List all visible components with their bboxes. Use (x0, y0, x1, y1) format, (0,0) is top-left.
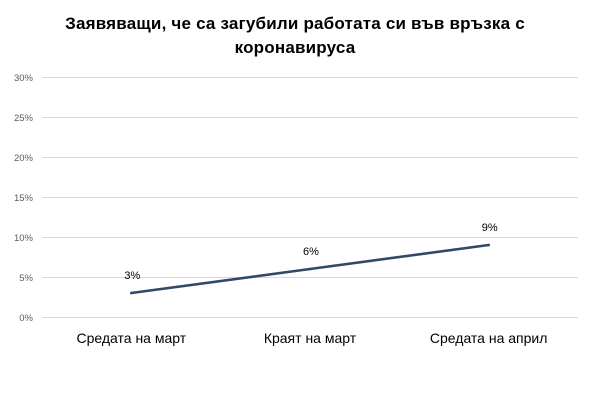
x-category-label: Средата на април (430, 330, 548, 346)
data-point (487, 243, 490, 247)
data-point (130, 291, 133, 295)
y-tick-label: 30% (14, 73, 34, 84)
x-category-label: Краят на март (264, 330, 357, 346)
y-tick-label: 0% (19, 313, 33, 324)
chart-title: Заявяващи, че са загубили работата си въ… (45, 12, 545, 60)
data-point (308, 267, 312, 271)
y-tick-label: 25% (14, 113, 34, 124)
data-label: 9% (482, 222, 498, 234)
y-tick-label: 5% (19, 273, 33, 284)
chart-title-line-1: Заявяващи, че са загубили работата си въ… (65, 14, 525, 33)
y-tick-label: 20% (14, 153, 34, 164)
y-tick-label: 10% (14, 233, 34, 244)
chart-title-line-2: коронавируса (234, 38, 356, 57)
data-label: 3% (124, 270, 140, 282)
x-category-label: Средата на март (76, 330, 186, 346)
data-label: 6% (303, 246, 319, 258)
y-tick-label: 15% (14, 193, 34, 204)
